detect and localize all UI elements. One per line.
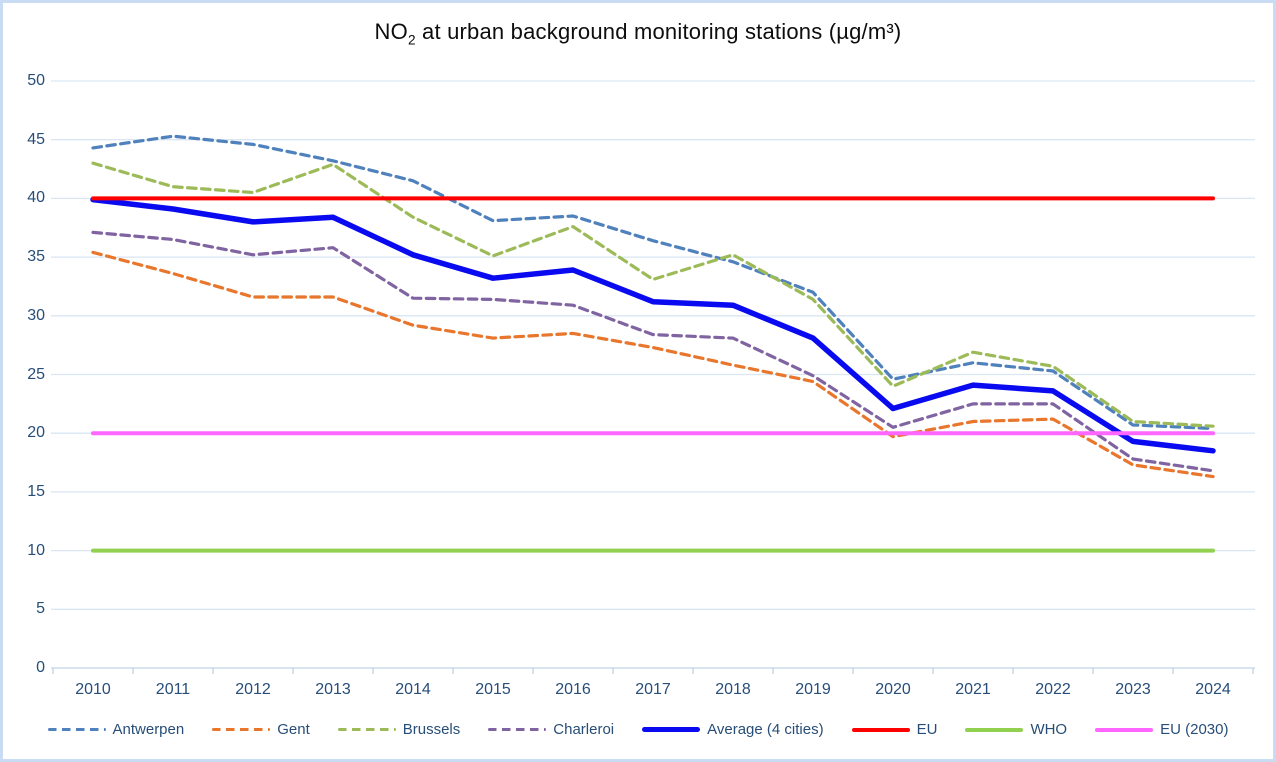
x-axis-label-2021: 2021 [955,681,991,698]
x-axis-label-2012: 2012 [235,681,271,698]
legend-label-eu: EU [916,721,938,738]
series-line-antwerpen [91,134,1215,431]
x-axis-label-2014: 2014 [395,681,431,698]
legend-item-brussels: Brussels [337,721,461,738]
x-axis-label-2023: 2023 [1115,681,1151,698]
legend-item-antwerpen: Antwerpen [47,721,185,738]
x-axis-label-2013: 2013 [315,681,351,698]
series-line-brussels [91,161,1215,428]
y-axis-label-35: 35 [27,248,45,266]
x-axis-label-2011: 2011 [155,681,191,698]
y-axis-label-50: 50 [27,72,45,89]
x-axis-label-2017: 2017 [635,681,671,698]
legend-label-charleroi: Charleroi [553,721,615,738]
legend: Antwerpen Gent Brussels Charleroi Average (4… [3,721,1273,738]
legend-label-brussels: Brussels [402,721,461,738]
legend-item-gent: Gent [212,721,310,738]
y-axis-label-10: 10 [27,541,45,559]
legend-item-eu: EU [851,721,938,738]
legend-swatch-eu [851,727,910,732]
y-axis-label-45: 45 [27,130,45,148]
x-axis-label-2018: 2018 [715,681,751,698]
chart-title-units: at urban background monitoring stations … [415,19,902,44]
legend-swatch-charleroi [488,727,547,732]
legend-label-average-4-cities: Average (4 cities) [707,721,824,738]
y-axis-label-20: 20 [27,424,45,442]
legend-label-eu-2030: EU (2030) [1160,721,1229,738]
legend-swatch-antwerpen [47,727,106,732]
chart-title-subscript: 2 [407,32,416,48]
series-line-gent [91,250,1215,479]
legend-label-gent: Gent [277,721,310,738]
legend-item-who: WHO [965,721,1067,738]
series-line-charleroi [91,230,1215,473]
x-axis-label-2020: 2020 [875,681,911,698]
chart-title: NO2 at urban background monitoring stati… [3,19,1273,47]
y-axis-label-0: 0 [36,659,45,676]
legend-item-eu-2030: EU (2030) [1095,721,1228,738]
legend-item-average-4-cities: Average (4 cities) [642,721,824,738]
legend-item-charleroi: Charleroi [488,721,614,738]
chart-title-text: NO [374,19,408,44]
y-axis-label-30: 30 [27,306,45,324]
legend-label-who: WHO [1030,721,1068,738]
x-axis-label-2010: 2010 [75,681,111,698]
x-axis-label-2024: 2024 [1195,681,1231,698]
y-axis-label-5: 5 [36,600,45,618]
x-axis-label-2022: 2022 [1035,681,1071,698]
legend-swatch-brussels [337,727,396,732]
y-axis-label-15: 15 [27,482,45,500]
y-axis-label-25: 25 [27,365,45,383]
legend-swatch-who [965,727,1024,732]
y-axis-label-40: 40 [27,189,45,207]
legend-swatch-average-4-cities [642,726,701,733]
x-axis-label-2015: 2015 [475,681,511,698]
plot-area [51,80,1255,674]
legend-label-antwerpen: Antwerpen [112,721,185,738]
x-axis-label-2016: 2016 [555,681,591,698]
legend-swatch-eu-2030 [1095,727,1154,732]
legend-swatch-gent [212,727,271,732]
x-axis-label-2019: 2019 [795,681,831,698]
series-line-average-4-cities [90,196,1216,454]
